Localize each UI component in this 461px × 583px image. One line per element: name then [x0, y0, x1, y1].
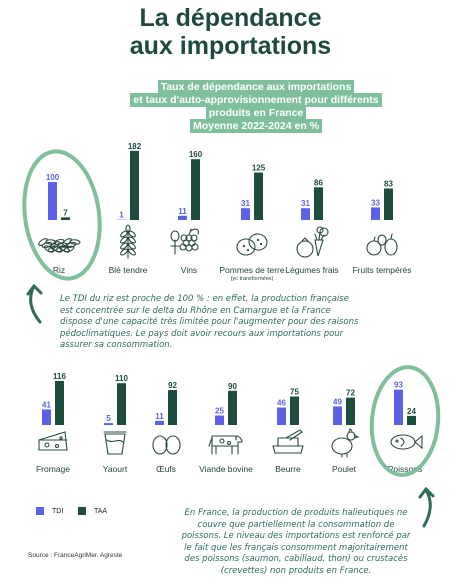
eggs-icon — [152, 435, 181, 455]
yogurt-icon — [103, 431, 127, 455]
bar-tdi — [394, 389, 403, 425]
category-label: Riz — [53, 265, 65, 275]
bar-value-label: 1 — [119, 211, 124, 220]
category-label: Blé tendre — [109, 265, 148, 275]
category-label: Fromage — [36, 464, 70, 474]
category-label: Fruits tempérés — [352, 265, 411, 275]
bar-taa — [130, 150, 139, 220]
bar-value-label: 93 — [394, 381, 403, 390]
bar-taa — [168, 390, 177, 425]
category-label: Vins — [181, 265, 197, 275]
rice-arrow-icon — [26, 283, 43, 324]
bar-taa — [228, 390, 237, 425]
page-title: La dépendance aux importations — [0, 4, 461, 60]
vegetables-icon — [296, 226, 329, 258]
fruits-icon — [366, 233, 398, 256]
legend-taa: TAA — [78, 507, 107, 515]
rice-highlight-circle — [22, 149, 102, 281]
category-label: Légumes frais — [285, 265, 338, 275]
bar-tdi — [277, 407, 286, 425]
bar-value-label: 46 — [277, 399, 286, 408]
grapes-icon — [170, 228, 200, 255]
bar-value-label: 160 — [189, 150, 203, 159]
bar-value-label: 125 — [252, 164, 266, 173]
bar-value-label: 24 — [407, 407, 416, 416]
bar-tdi — [333, 406, 342, 425]
bar-value-label: 116 — [53, 372, 66, 381]
legend-tdi-swatch — [36, 507, 44, 515]
bar-taa — [384, 188, 393, 220]
legend-taa-swatch — [78, 507, 86, 515]
bar-taa — [55, 380, 64, 425]
cow-icon — [208, 435, 243, 455]
bar-tdi — [241, 208, 250, 220]
bar-value-label: 5 — [106, 414, 111, 423]
bar-tdi — [42, 409, 51, 425]
potato-icon — [236, 233, 268, 256]
bar-taa — [407, 415, 416, 425]
category-label: Poissons — [388, 464, 423, 474]
category-label: Poulet — [332, 464, 357, 474]
source-text: Source : FranceAgriMer, Agreste — [28, 552, 123, 559]
subtitle-line-1: Taux de dépendance aux importations — [157, 80, 355, 94]
bar-tdi — [178, 215, 187, 220]
bar-taa — [254, 172, 263, 220]
bar-taa — [290, 396, 299, 425]
bar-tdi — [215, 415, 224, 425]
legend-tdi: TDI — [36, 507, 63, 515]
bar-tdi — [371, 207, 380, 220]
cheese-icon — [38, 431, 68, 451]
bar-taa — [314, 187, 323, 220]
chart-subtitle: Taux de dépendance aux importations et t… — [118, 80, 394, 133]
bar-value-label: 110 — [115, 374, 128, 383]
bar-taa — [346, 397, 355, 425]
bar-taa — [61, 217, 70, 220]
category-label: Yaourt — [103, 464, 128, 474]
fish-arrow-icon — [418, 486, 435, 528]
legend-tdi-label: TDI — [52, 507, 64, 515]
fish-note: En France, la production de produits hal… — [181, 508, 411, 576]
bar-taa — [117, 383, 126, 425]
bar-value-label: 7 — [63, 208, 68, 217]
rice-icon — [38, 238, 81, 253]
fish-icon — [390, 434, 423, 450]
bar-value-label: 31 — [241, 199, 250, 208]
wheat-icon — [120, 224, 136, 259]
title-line-2: aux importations — [129, 32, 332, 60]
bar-value-label: 92 — [168, 381, 177, 390]
legend-taa-label: TAA — [94, 507, 108, 515]
bar-value-label: 33 — [371, 198, 380, 207]
bar-tdi — [301, 208, 310, 220]
bar-value-label: 31 — [301, 199, 310, 208]
bar-tdi — [155, 420, 164, 425]
bar-taa — [191, 159, 200, 220]
title-line-1: La dépendance — [139, 4, 322, 32]
butter-icon — [272, 429, 304, 454]
category-note: (yc transformées) — [231, 276, 274, 282]
bar-value-label: 83 — [384, 179, 393, 188]
category-label: Beurre — [275, 464, 301, 474]
bar-value-label: 11 — [178, 207, 187, 216]
category-label: Œufs — [156, 464, 176, 474]
bar-value-label: 49 — [333, 397, 342, 406]
bar-value-label: 182 — [128, 142, 142, 151]
category-label: Viande bovine — [199, 464, 253, 474]
bar-value-label: 86 — [314, 178, 323, 187]
bar-value-label: 25 — [215, 407, 224, 416]
chicken-icon — [331, 427, 360, 458]
subtitle-line-3: Moyenne 2022-2024 en % — [189, 119, 323, 133]
bar-value-label: 75 — [290, 388, 299, 397]
bar-value-label: 41 — [42, 400, 51, 409]
bar-value-label: 11 — [155, 412, 164, 421]
bar-value-label: 72 — [346, 389, 355, 398]
fish-highlight-circle — [369, 365, 441, 477]
rice-note: Le TDI du riz est proche de 100 % : en e… — [60, 294, 359, 350]
category-label: Pommes de terre — [219, 265, 284, 275]
bar-tdi — [48, 182, 57, 220]
bar-tdi — [104, 423, 113, 425]
bar-value-label: 100 — [46, 173, 60, 182]
bar-value-label: 90 — [228, 382, 237, 391]
